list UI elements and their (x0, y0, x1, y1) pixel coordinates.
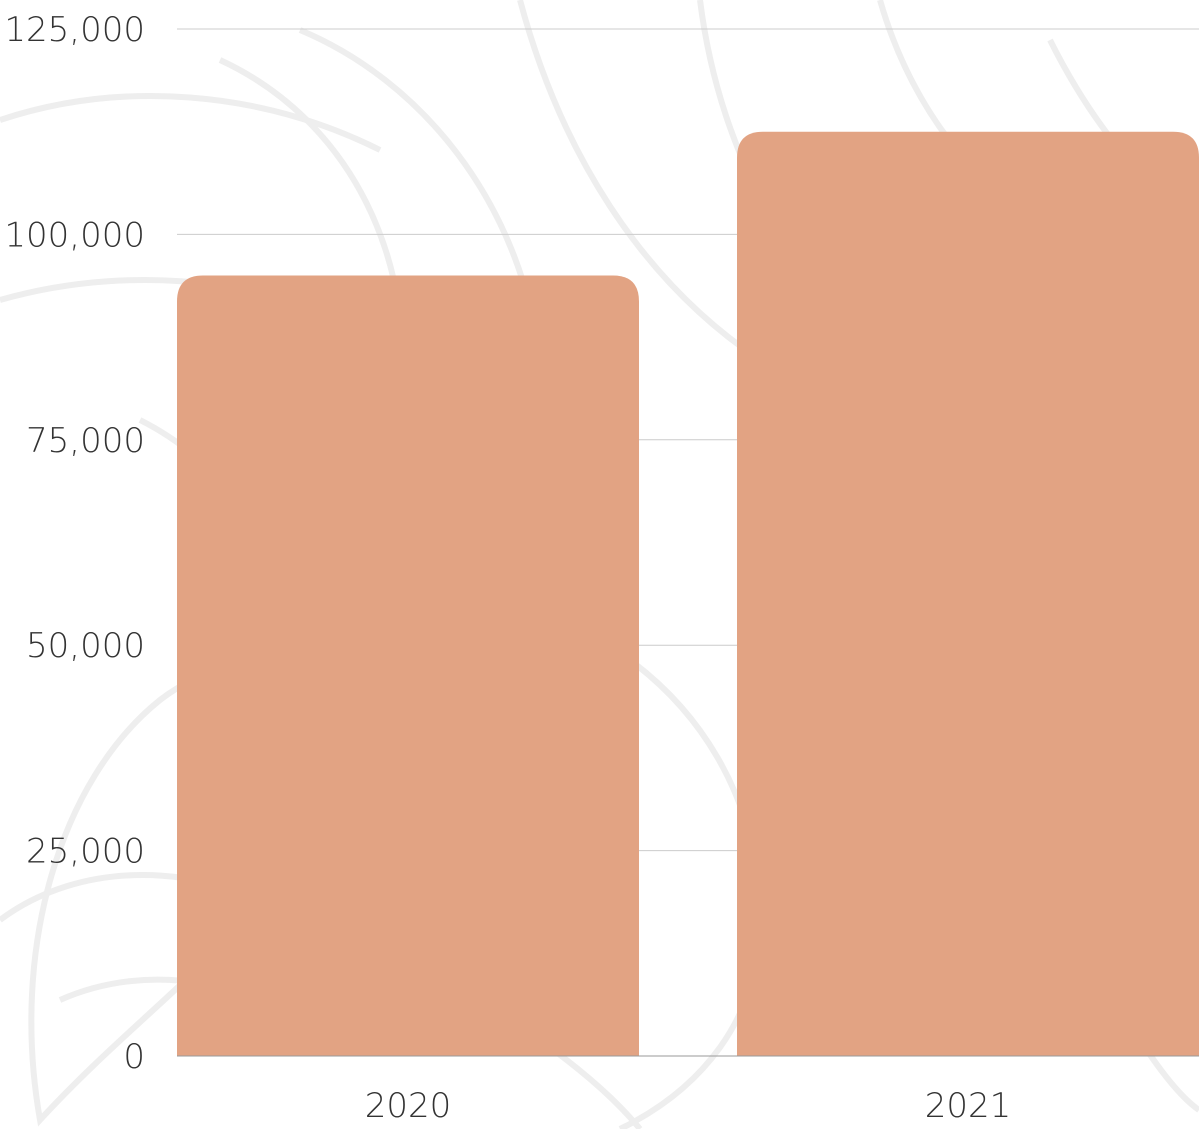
y-tick-label: 75,000 (26, 421, 145, 461)
y-tick-label: 25,000 (26, 832, 145, 872)
bar-2020 (177, 275, 639, 1057)
y-tick-label: 50,000 (26, 626, 145, 666)
y-tick-label: 100,000 (4, 215, 145, 255)
y-tick-label: 0 (123, 1037, 145, 1077)
axes: 0 25,000 50,000 75,000 100,000 125,000 2020 202… (4, 10, 1199, 1126)
bars (177, 131, 1199, 1057)
y-tick-label: 125,000 (4, 10, 145, 50)
bar-2021 (737, 131, 1199, 1056)
x-category-label: 2021 (925, 1086, 1012, 1126)
x-category-label: 2020 (365, 1086, 452, 1126)
